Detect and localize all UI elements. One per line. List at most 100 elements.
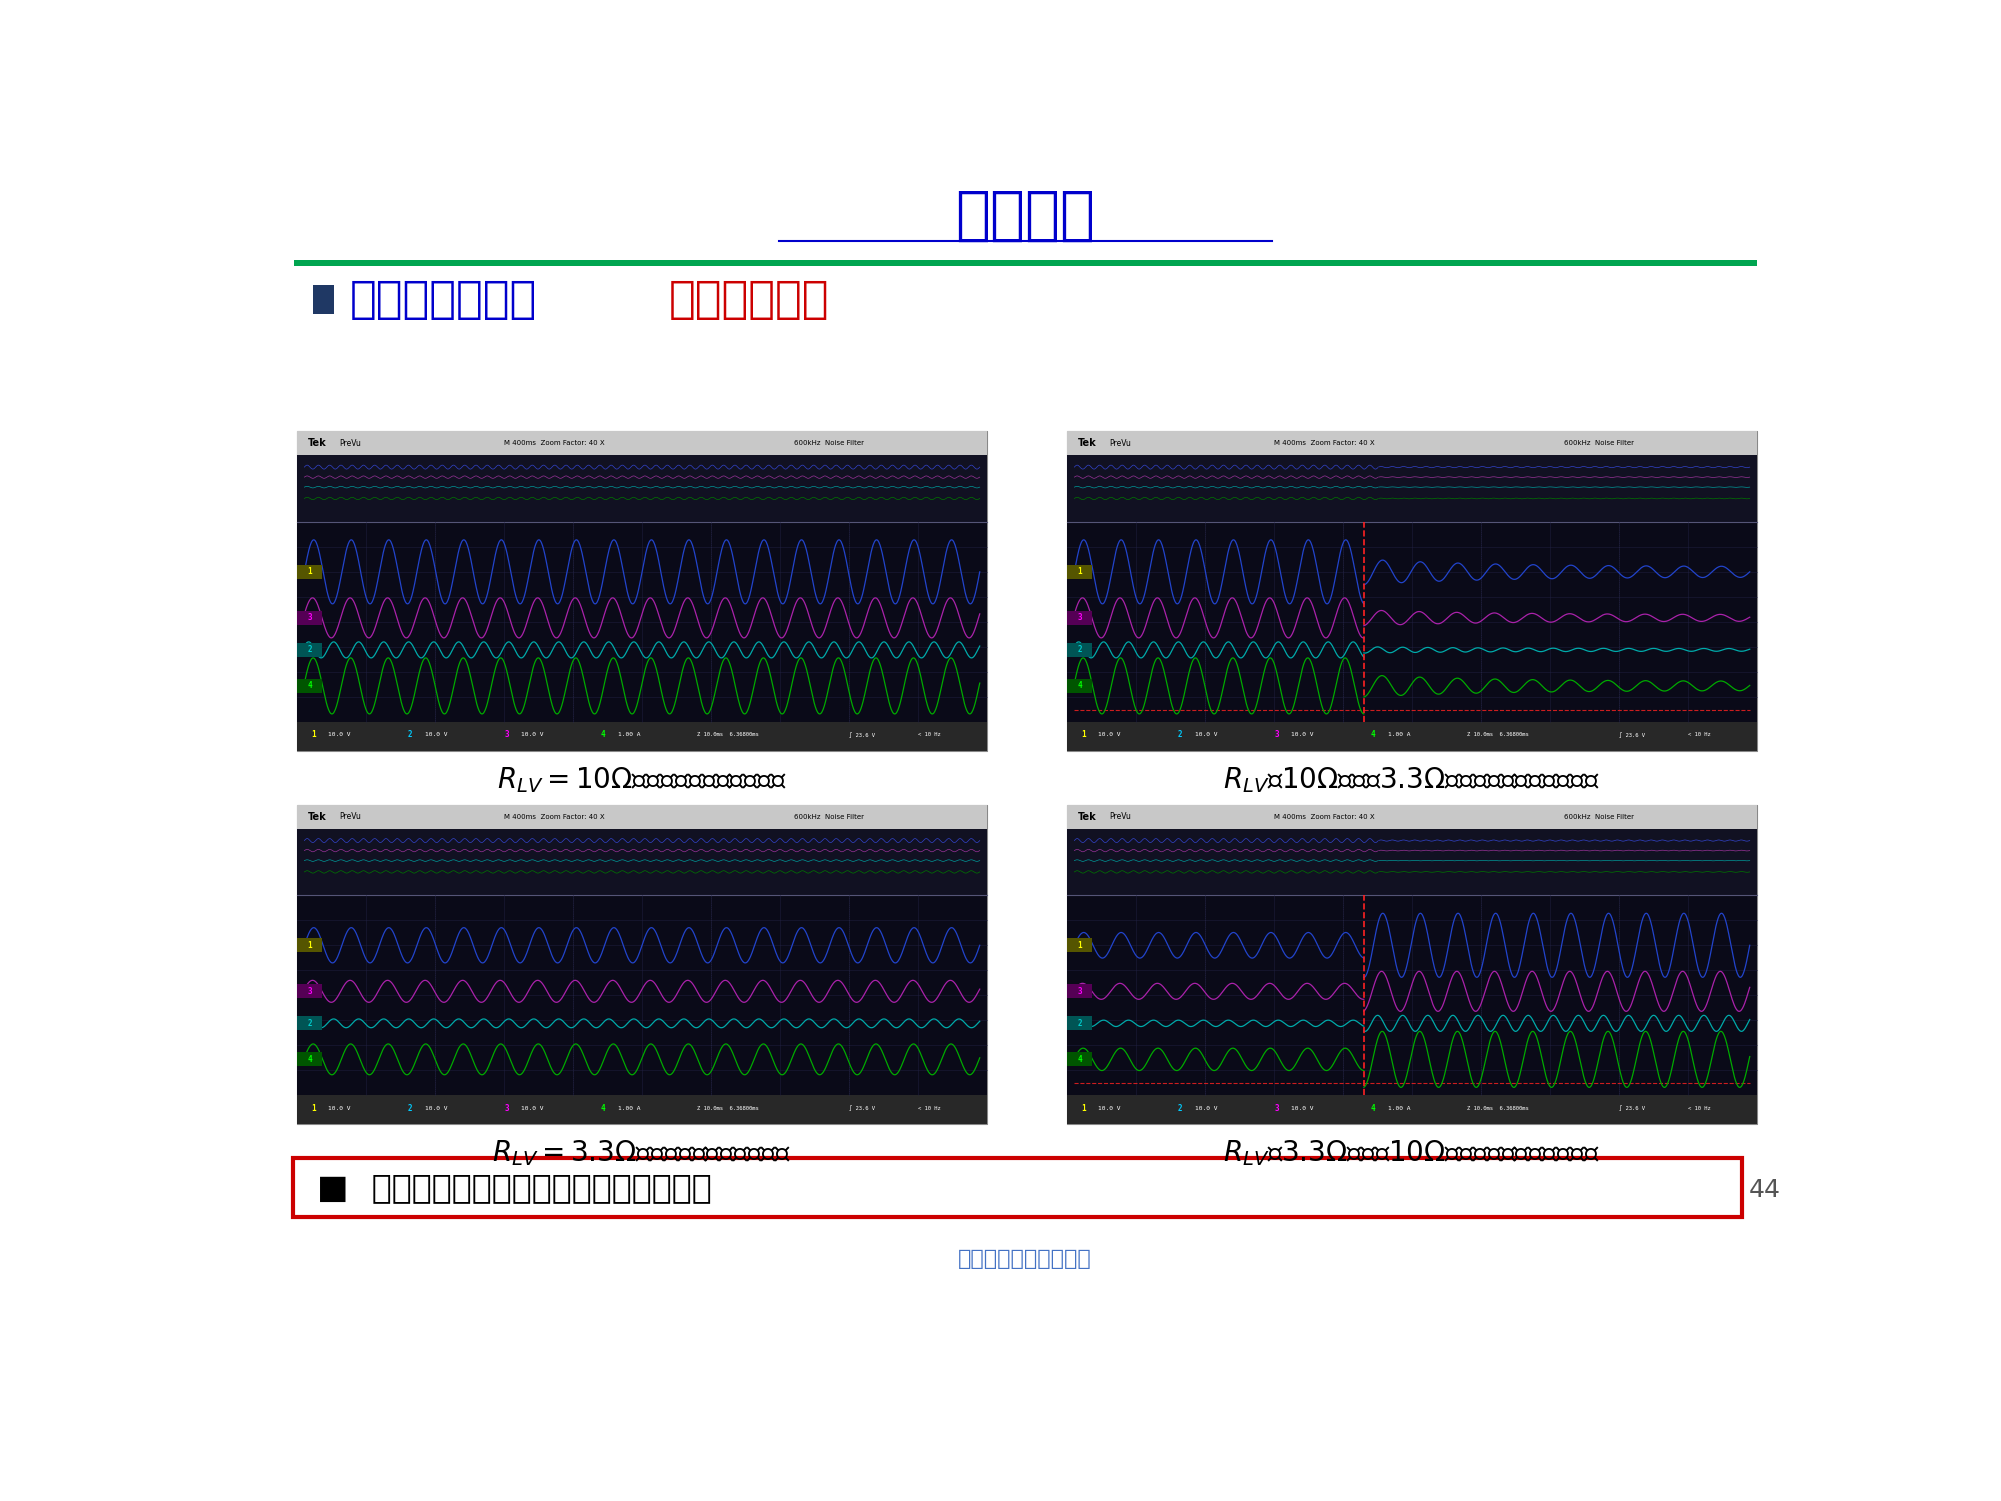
Text: 4: 4 bbox=[600, 1103, 606, 1112]
Bar bbox=[1067, 522, 1757, 722]
Text: Z 10.0ms  6.36800ms: Z 10.0ms 6.36800ms bbox=[1467, 732, 1529, 737]
Text: Tek: Tek bbox=[1079, 438, 1097, 449]
Text: 10.0 V: 10.0 V bbox=[1291, 1106, 1315, 1111]
Bar bbox=[298, 1052, 322, 1066]
Text: 4: 4 bbox=[1371, 731, 1375, 740]
Bar bbox=[1067, 1016, 1093, 1030]
Bar bbox=[312, 285, 334, 314]
Text: 1: 1 bbox=[308, 567, 312, 576]
Text: 3: 3 bbox=[1079, 614, 1083, 623]
Text: PreVu: PreVu bbox=[1109, 812, 1131, 821]
Text: 4: 4 bbox=[1371, 1103, 1375, 1112]
Text: 3: 3 bbox=[1275, 731, 1279, 740]
Text: 1: 1 bbox=[1081, 731, 1087, 740]
Text: 10.0 V: 10.0 V bbox=[522, 732, 544, 737]
Text: 2: 2 bbox=[308, 645, 312, 654]
Text: 3: 3 bbox=[1275, 1103, 1279, 1112]
Text: 10.0 V: 10.0 V bbox=[328, 732, 350, 737]
Text: M 400ms  Zoom Factor: 40 X: M 400ms Zoom Factor: 40 X bbox=[1275, 440, 1375, 446]
Bar bbox=[298, 1016, 322, 1030]
Text: Z 10.0ms  6.36800ms: Z 10.0ms 6.36800ms bbox=[696, 1106, 758, 1111]
Text: ∫ 23.6 V: ∫ 23.6 V bbox=[848, 732, 874, 738]
Text: 2: 2 bbox=[1079, 1019, 1083, 1028]
Text: 10.0 V: 10.0 V bbox=[522, 1106, 544, 1111]
Text: 4: 4 bbox=[1079, 681, 1083, 690]
Bar bbox=[294, 260, 1757, 266]
Text: 实验验证: 实验验证 bbox=[954, 188, 1095, 245]
Bar bbox=[298, 522, 986, 722]
Bar bbox=[298, 611, 322, 624]
Text: $R_{LV}=3.3\Omega$时，系统的稳态实验波形: $R_{LV}=3.3\Omega$时，系统的稳态实验波形 bbox=[492, 1138, 790, 1168]
Text: < 10 Hz: < 10 Hz bbox=[1687, 1106, 1711, 1111]
Text: 2: 2 bbox=[1179, 1103, 1183, 1112]
Text: 3: 3 bbox=[504, 731, 508, 740]
Text: 2: 2 bbox=[408, 1103, 412, 1112]
Text: 600kHz  Noise Filter: 600kHz Noise Filter bbox=[1563, 440, 1633, 446]
Text: ∫ 23.6 V: ∫ 23.6 V bbox=[848, 1105, 874, 1111]
Text: 2: 2 bbox=[308, 1019, 312, 1028]
Bar bbox=[1067, 642, 1093, 657]
Bar bbox=[1067, 805, 1757, 829]
Text: 1.00 A: 1.00 A bbox=[1389, 1106, 1411, 1111]
Bar bbox=[298, 431, 986, 455]
Text: 10.0 V: 10.0 V bbox=[1195, 1106, 1217, 1111]
Text: M 400ms  Zoom Factor: 40 X: M 400ms Zoom Factor: 40 X bbox=[1275, 814, 1375, 820]
Text: PreVu: PreVu bbox=[1109, 438, 1131, 447]
Bar bbox=[1067, 564, 1093, 579]
Text: Tek: Tek bbox=[1079, 812, 1097, 821]
Bar bbox=[298, 938, 322, 952]
Bar bbox=[298, 805, 986, 1124]
Text: 3: 3 bbox=[308, 986, 312, 995]
Text: M 400ms  Zoom Factor: 40 X: M 400ms Zoom Factor: 40 X bbox=[504, 814, 604, 820]
Text: 3: 3 bbox=[1079, 986, 1083, 995]
Text: 1: 1 bbox=[312, 731, 316, 740]
Bar bbox=[1067, 805, 1757, 1124]
Bar bbox=[1067, 611, 1093, 624]
Bar bbox=[1067, 829, 1757, 895]
Bar bbox=[298, 431, 986, 750]
Text: ∫ 23.6 V: ∫ 23.6 V bbox=[1619, 732, 1645, 738]
Text: 《电工技术学报》发布: 《电工技术学报》发布 bbox=[958, 1249, 1093, 1268]
Bar bbox=[298, 985, 322, 998]
Text: 600kHz  Noise Filter: 600kHz Noise Filter bbox=[794, 440, 864, 446]
Text: 1: 1 bbox=[1081, 1103, 1087, 1112]
Text: M 400ms  Zoom Factor: 40 X: M 400ms Zoom Factor: 40 X bbox=[504, 440, 604, 446]
Text: 1.00 A: 1.00 A bbox=[618, 1106, 640, 1111]
Text: PreVu: PreVu bbox=[338, 438, 360, 447]
Text: 2: 2 bbox=[1179, 731, 1183, 740]
Text: Z 10.0ms  6.36800ms: Z 10.0ms 6.36800ms bbox=[696, 732, 758, 737]
Text: $R_{LV}$从$3.3\Omega$切换至$10\Omega$时，系统的动态实验波形: $R_{LV}$从$3.3\Omega$切换至$10\Omega$时，系统的动态… bbox=[1223, 1138, 1601, 1168]
Bar bbox=[1067, 678, 1093, 693]
Bar bbox=[298, 1096, 986, 1124]
Bar bbox=[298, 805, 986, 829]
Text: 输出电流控制: 输出电流控制 bbox=[668, 278, 830, 321]
Bar bbox=[298, 722, 986, 750]
Text: $R_{LV}$从$10\Omega$切换至$3.3\Omega$时，系统的动态实验波形: $R_{LV}$从$10\Omega$切换至$3.3\Omega$时，系统的动态… bbox=[1223, 766, 1601, 796]
Text: 4: 4 bbox=[308, 1055, 312, 1064]
Text: < 10 Hz: < 10 Hz bbox=[918, 1106, 940, 1111]
Text: 1.00 A: 1.00 A bbox=[618, 732, 640, 737]
Text: 1.00 A: 1.00 A bbox=[1389, 732, 1411, 737]
Text: PreVu: PreVu bbox=[338, 812, 360, 821]
Text: 4: 4 bbox=[1079, 1055, 1083, 1064]
Text: 3: 3 bbox=[308, 614, 312, 623]
Text: 2: 2 bbox=[408, 731, 412, 740]
Bar bbox=[1067, 722, 1757, 750]
Text: Z 10.0ms  6.36800ms: Z 10.0ms 6.36800ms bbox=[1467, 1106, 1529, 1111]
Bar bbox=[1067, 938, 1093, 952]
Text: 10.0 V: 10.0 V bbox=[1099, 1106, 1121, 1111]
Text: 4: 4 bbox=[600, 731, 606, 740]
Text: < 10 Hz: < 10 Hz bbox=[1687, 732, 1711, 737]
Text: 10.0 V: 10.0 V bbox=[1099, 732, 1121, 737]
Text: 10.0 V: 10.0 V bbox=[328, 1106, 350, 1111]
Text: 10.0 V: 10.0 V bbox=[1195, 732, 1217, 737]
Text: 3: 3 bbox=[504, 1103, 508, 1112]
Text: ∫ 23.6 V: ∫ 23.6 V bbox=[1619, 1105, 1645, 1111]
Text: < 10 Hz: < 10 Hz bbox=[918, 732, 940, 737]
Text: 2: 2 bbox=[1079, 645, 1083, 654]
Text: $R_{LV}=10\Omega$时，系统的稳态实验波形: $R_{LV}=10\Omega$时，系统的稳态实验波形 bbox=[496, 766, 786, 796]
Text: 4: 4 bbox=[308, 681, 312, 690]
Bar bbox=[298, 642, 322, 657]
Text: 44: 44 bbox=[1749, 1178, 1781, 1202]
Bar bbox=[1067, 985, 1093, 998]
